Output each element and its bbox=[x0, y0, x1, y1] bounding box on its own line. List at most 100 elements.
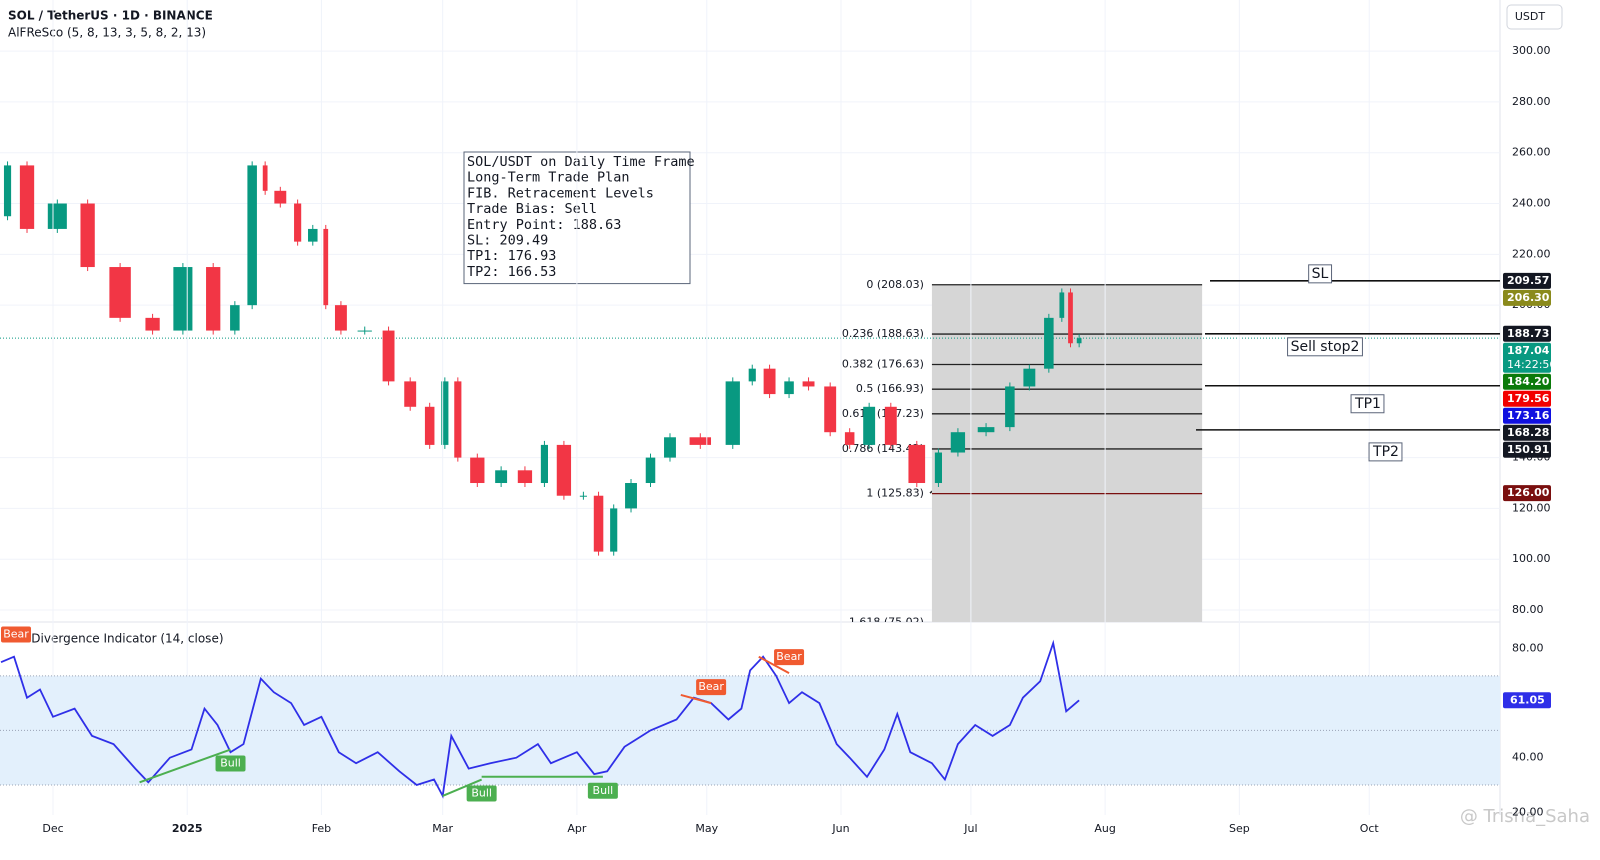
countdown: 14:22:56 bbox=[1507, 358, 1556, 371]
price-tag bbox=[1503, 424, 1551, 441]
signal-label: Bull bbox=[593, 784, 614, 797]
rsi-tag bbox=[1503, 692, 1551, 709]
divergence-line bbox=[139, 748, 231, 784]
x-tick-label: Apr bbox=[567, 822, 587, 835]
candle-body bbox=[145, 317, 160, 331]
divergence-line bbox=[442, 778, 483, 797]
y-tick-label: 100.00 bbox=[1512, 552, 1551, 565]
x-tick-label: May bbox=[695, 822, 718, 835]
level-label: Sell stop2 bbox=[1291, 339, 1360, 355]
y-tick-label: 260.00 bbox=[1512, 146, 1551, 159]
price-tag-label: 209.57 bbox=[1507, 274, 1549, 287]
annotation-line: Entry Point: 188.63 bbox=[467, 217, 621, 233]
price-tag-label: 179.56 bbox=[1507, 392, 1550, 405]
candle-body bbox=[1044, 317, 1054, 369]
candle-body bbox=[579, 495, 587, 497]
candle-body bbox=[593, 495, 604, 552]
fib-label: 0.618 (157.23) bbox=[842, 407, 924, 420]
candle-body bbox=[802, 381, 815, 387]
x-tick-label: Aug bbox=[1094, 822, 1115, 835]
currency: USDT bbox=[1515, 10, 1546, 23]
y-tick-label: 300.00 bbox=[1512, 44, 1551, 57]
level-label-box bbox=[1308, 264, 1333, 284]
price-tag bbox=[1503, 272, 1551, 289]
y-tick-label: 240.00 bbox=[1512, 197, 1551, 210]
x-tick-label: Jun bbox=[831, 822, 849, 835]
x-tick-label: 2025 bbox=[172, 822, 203, 835]
candle-body bbox=[294, 203, 302, 242]
candle-body bbox=[3, 165, 12, 217]
annotation-line: TP2: 166.53 bbox=[467, 264, 556, 280]
candle-body bbox=[454, 381, 462, 458]
candle-body bbox=[495, 470, 508, 484]
divergence-line bbox=[680, 693, 712, 705]
annotation-line: FIB. Retracement Levels bbox=[467, 185, 654, 201]
rsi-tick-label: 80.00 bbox=[1512, 642, 1544, 655]
candle-body bbox=[784, 381, 794, 395]
candle-body bbox=[441, 381, 449, 445]
watermark: @ Trisha_Saha bbox=[1460, 806, 1590, 827]
annotation-line: SOL/USDT on Daily Time Frame bbox=[467, 154, 695, 170]
candle-body bbox=[274, 190, 287, 204]
x-tick-label: Jul bbox=[963, 822, 977, 835]
candle-body bbox=[308, 228, 318, 242]
candle-body bbox=[977, 427, 995, 433]
candle-body bbox=[884, 406, 897, 445]
candle-body bbox=[424, 406, 435, 445]
candle-body bbox=[334, 305, 347, 331]
x-tick-label: Mar bbox=[432, 822, 453, 835]
price-tag-label: 188.73 bbox=[1507, 327, 1549, 340]
price-tag-label: 206.30 bbox=[1507, 291, 1550, 304]
rsi-line bbox=[0, 639, 1080, 799]
signal-label-box bbox=[215, 755, 246, 772]
level-label-box bbox=[1287, 337, 1363, 357]
fib-label: 0.786 (143.42) bbox=[842, 442, 924, 455]
fib-label: 0.382 (176.63) bbox=[842, 358, 924, 371]
candle-body bbox=[664, 437, 676, 458]
candle-body bbox=[844, 432, 855, 445]
annotation-line: Long-Term Trade Plan bbox=[467, 170, 630, 186]
rsi-tag-label: 61.05 bbox=[1510, 693, 1545, 706]
price-tag-label: 150.91 bbox=[1507, 443, 1549, 456]
annotation-line: SL: 209.49 bbox=[467, 233, 548, 249]
candle-body bbox=[230, 305, 240, 331]
candle-body bbox=[1005, 386, 1015, 428]
fib-label: 0.5 (166.93) bbox=[856, 382, 924, 395]
currency-box[interactable] bbox=[1506, 4, 1563, 30]
level-label-box bbox=[1350, 394, 1385, 414]
candle-body bbox=[247, 165, 257, 306]
level-label: TP1 bbox=[1354, 396, 1381, 412]
candle-body bbox=[109, 267, 131, 318]
candle-body bbox=[19, 165, 35, 229]
signal-label-box bbox=[1, 626, 31, 643]
candle-body bbox=[1068, 292, 1073, 344]
fib-label: 0 (208.03) bbox=[866, 278, 924, 291]
rsi-tick-label: 40.00 bbox=[1512, 751, 1544, 764]
candle-body bbox=[206, 267, 221, 331]
price-tag bbox=[1503, 325, 1551, 342]
price-tag bbox=[1503, 441, 1551, 458]
candle-body bbox=[645, 457, 656, 484]
candle-body bbox=[610, 508, 618, 552]
candle-body bbox=[470, 457, 485, 484]
price-tag bbox=[1503, 485, 1551, 502]
signal-label: Bull bbox=[220, 757, 241, 770]
candle-body bbox=[262, 165, 268, 191]
candle-body bbox=[556, 444, 572, 496]
signal-label: Bear bbox=[776, 650, 802, 663]
candle-body bbox=[908, 444, 926, 484]
candle-body bbox=[934, 452, 943, 484]
fib-zone bbox=[931, 284, 1203, 622]
fib-label: 1.618 (75.02) bbox=[849, 616, 924, 629]
signal-label-box bbox=[466, 785, 497, 802]
price-tag-label: 126.00 bbox=[1507, 486, 1550, 499]
candle-body bbox=[173, 267, 193, 331]
candle-body bbox=[47, 203, 67, 229]
x-tick-label: Oct bbox=[1360, 822, 1380, 835]
symbol-title: SOL / TetherUS · 1D · BINANCE bbox=[8, 9, 213, 23]
signal-label-box bbox=[774, 649, 805, 666]
level-label: SL bbox=[1312, 266, 1329, 282]
signal-label: Bear bbox=[698, 680, 724, 693]
price-tag bbox=[1503, 289, 1551, 306]
